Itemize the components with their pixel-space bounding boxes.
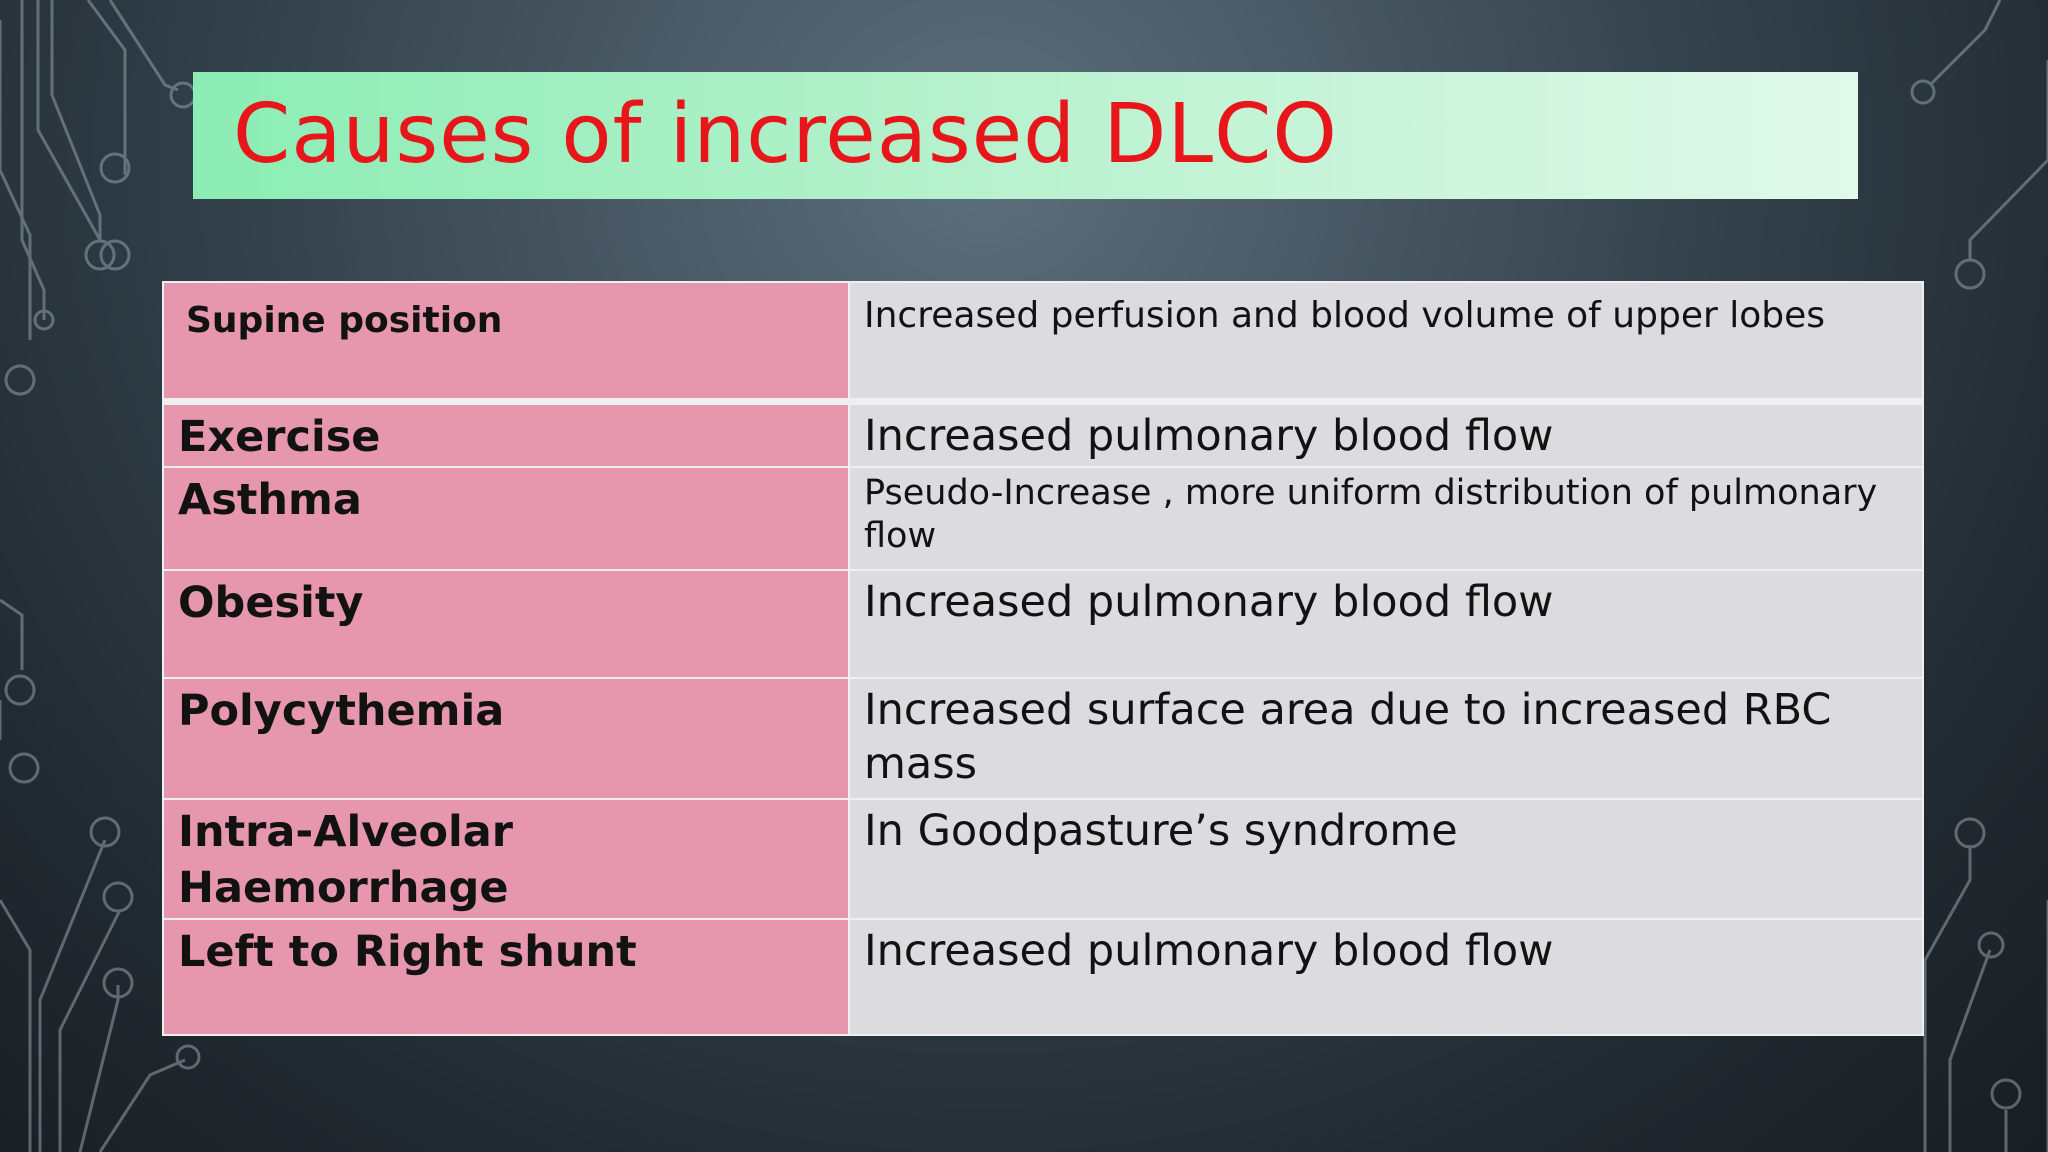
reason-text: Increased pulmonary blood flow [864,410,1554,461]
reason-cell: Increased pulmonary blood flow [848,400,1924,468]
causes-table: Supine position Increased perfusion and … [162,281,1924,1036]
slide-title: Causes of increased DLCO [233,87,1338,182]
reason-text: Increased pulmonary blood flow [864,926,1554,976]
cause-label: Exercise [178,411,381,462]
table-row: Asthma Pseudo-Increase , more uniform di… [162,466,1924,571]
cause-cell: Supine position [162,281,850,405]
cause-label: Polycythemia [178,686,505,736]
cause-cell: Asthma [162,466,850,571]
cause-cell: Exercise [162,400,850,468]
reason-cell: Increased surface area due to increased … [848,677,1924,800]
reason-cell: Increased pulmonary blood flow [848,918,1924,1036]
table-row: Left to Right shunt Increased pulmonary … [162,918,1924,1036]
cause-label: Intra-Alveolar Haemorrhage [178,807,513,913]
reason-text: Increased pulmonary blood flow [864,577,1554,627]
cause-cell: Obesity [162,569,850,679]
cause-label: Obesity [178,578,364,628]
reason-cell: Pseudo-Increase , more uniform distribut… [848,466,1924,571]
table-row: Exercise Increased pulmonary blood flow [162,400,1924,468]
reason-cell: In Goodpasture’s syndrome [848,798,1924,920]
reason-cell: Increased pulmonary blood flow [848,569,1924,679]
cause-cell: Intra-Alveolar Haemorrhage [162,798,850,920]
cause-cell: Left to Right shunt [162,918,850,1036]
table-row: Intra-Alveolar Haemorrhage In Goodpastur… [162,798,1924,920]
cause-label: Supine position [186,300,503,341]
reason-cell: Increased perfusion and blood volume of … [848,281,1924,405]
table-row: Polycythemia Increased surface area due … [162,677,1924,800]
cause-label: Left to Right shunt [178,927,637,977]
reason-text: Increased perfusion and blood volume of … [864,295,1825,336]
reason-text: In Goodpasture’s syndrome [864,806,1458,856]
title-banner: Causes of increased DLCO [193,72,1858,199]
cause-cell: Polycythemia [162,677,850,800]
cause-label: Asthma [178,475,362,525]
reason-text: Increased surface area due to increased … [864,685,1832,789]
reason-text: Pseudo-Increase , more uniform distribut… [864,473,1878,556]
table-row: Supine position Increased perfusion and … [162,281,1924,405]
table-row: Obesity Increased pulmonary blood flow [162,569,1924,679]
